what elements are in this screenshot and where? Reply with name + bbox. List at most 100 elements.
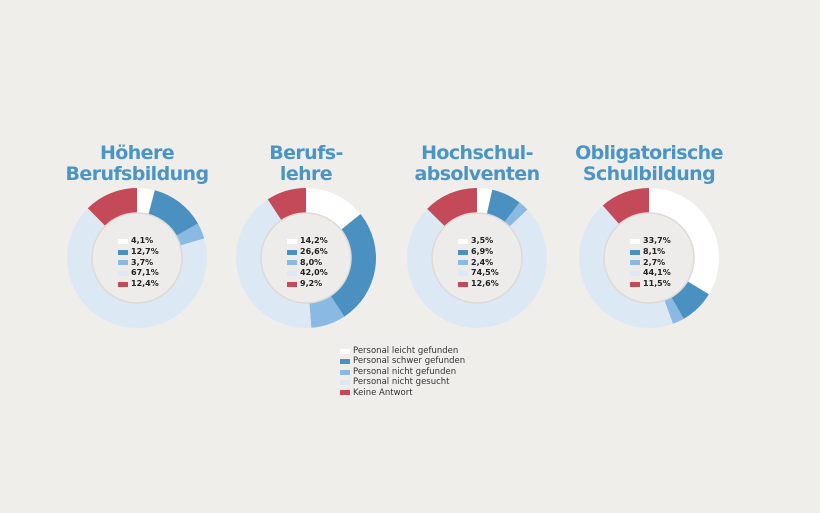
donut-chart (579, 188, 719, 328)
chart-title-line: Schulbildung (582, 163, 716, 185)
data-label: 3,7% (131, 257, 154, 267)
color-swatch (287, 260, 297, 266)
donut-hole (91, 212, 183, 304)
chart-title: Obligatorische Schulbildung (549, 143, 749, 185)
value-row: 2,4% (458, 258, 499, 269)
value-row: 2,7% (630, 258, 671, 269)
data-label: 12,7% (131, 246, 159, 256)
data-label: 9,2% (300, 279, 323, 289)
color-swatch (118, 238, 128, 244)
donut-slice (236, 199, 312, 328)
donut-slice (602, 188, 649, 225)
donut-chart (66, 188, 207, 328)
data-label: 6,9% (471, 246, 494, 256)
donut-slice (306, 188, 361, 230)
value-row: 74,5% (458, 268, 499, 279)
donut-slice (486, 189, 520, 223)
value-row: 3,7% (118, 258, 159, 269)
value-list: 33,7% 8,1% 2,7% 44,1% 11,5% (630, 236, 671, 290)
legend-swatch (340, 379, 350, 385)
donut-slice (137, 188, 155, 215)
legend-label: Personal schwer gefunden (353, 356, 466, 367)
data-label: 2,4% (471, 257, 494, 267)
donut-chart (236, 188, 376, 328)
chart-title-line: Hochschul- (421, 142, 533, 164)
color-swatch (630, 271, 640, 277)
legend-label: Personal nicht gesucht (353, 377, 450, 388)
value-row: 67,1% (118, 268, 159, 279)
value-row: 44,1% (630, 268, 671, 279)
donut-chart (407, 188, 547, 328)
legend-item: Keine Antwort (340, 388, 465, 398)
color-swatch (458, 238, 468, 244)
chart-title-line: Obligatorische (575, 142, 723, 164)
data-label: 14,2% (300, 236, 328, 245)
data-label: 12,4% (131, 279, 159, 289)
donut-slice (579, 205, 673, 328)
color-swatch (118, 271, 128, 277)
donut-hole (260, 212, 352, 304)
chart-title-line: absolventen (414, 163, 541, 185)
chart-title-line: lehre (279, 163, 333, 185)
color-swatch (630, 249, 640, 255)
donut-slice (407, 208, 547, 328)
value-row: 12,6% (458, 279, 499, 290)
color-swatch (458, 260, 468, 266)
value-row: 3,5% (458, 236, 499, 247)
color-swatch (458, 249, 468, 255)
donut-slice (649, 188, 719, 295)
data-label: 4,1% (131, 236, 154, 245)
donut-slice (427, 188, 477, 227)
data-label: 44,1% (643, 268, 671, 278)
legend-item: Personal nicht gesucht (340, 377, 465, 387)
value-row: 14,2% (287, 236, 328, 247)
value-row: 6,9% (458, 247, 499, 258)
value-list: 14,2% 26,6% 8,0% 42,0% 9,2% (287, 236, 328, 290)
data-label: 2,7% (643, 257, 666, 267)
color-swatch (118, 249, 128, 255)
legend-swatch (340, 348, 350, 354)
value-row: 8,0% (287, 258, 328, 269)
value-row: 8,1% (630, 247, 671, 258)
legend-item: Personal nicht gefunden (340, 367, 465, 377)
color-swatch (287, 249, 297, 255)
color-swatch (458, 271, 468, 277)
legend-swatch (340, 390, 350, 396)
value-row: 42,0% (287, 268, 328, 279)
legend-item: Personal leicht gefunden (340, 346, 465, 356)
legend: Personal leicht gefunden Personal schwer … (340, 346, 465, 398)
color-swatch (630, 282, 640, 288)
donut-slice (267, 188, 306, 221)
donut-slice (664, 297, 684, 324)
color-swatch (287, 271, 297, 277)
legend-item: Personal schwer gefunden (340, 356, 465, 366)
donut-slice (330, 214, 376, 317)
data-label: 67,1% (131, 268, 159, 278)
donut-hole (431, 212, 523, 304)
value-row: 33,7% (630, 236, 671, 247)
chart-title-line: Berufsbildung (65, 163, 210, 185)
color-swatch (630, 238, 640, 244)
color-swatch (287, 282, 297, 288)
chart-title: Höhere Berufsbildung (37, 143, 237, 185)
donut-slice (66, 208, 207, 328)
color-swatch (287, 238, 297, 244)
data-label: 3,5% (471, 236, 494, 245)
color-swatch (458, 282, 468, 288)
donut-slice (148, 190, 198, 236)
data-label: 42,0% (300, 268, 328, 278)
donut-slice (477, 188, 493, 215)
legend-label: Keine Antwort (353, 387, 413, 398)
color-swatch (630, 260, 640, 266)
donut-slice (87, 188, 137, 226)
value-list: 3,5% 6,9% 2,4% 74,5% 12,6% (458, 236, 499, 290)
data-label: 26,6% (300, 246, 328, 256)
value-row: 4,1% (118, 236, 159, 247)
donut-slice (176, 223, 205, 246)
color-swatch (118, 282, 128, 288)
chart-title: Berufs-lehre (206, 143, 406, 185)
legend-label: Personal leicht gefunden (353, 346, 459, 356)
value-row: 12,7% (118, 247, 159, 258)
legend-swatch (340, 369, 350, 375)
value-list: 4,1% 12,7% 3,7% 67,1% 12,4% (118, 236, 159, 290)
